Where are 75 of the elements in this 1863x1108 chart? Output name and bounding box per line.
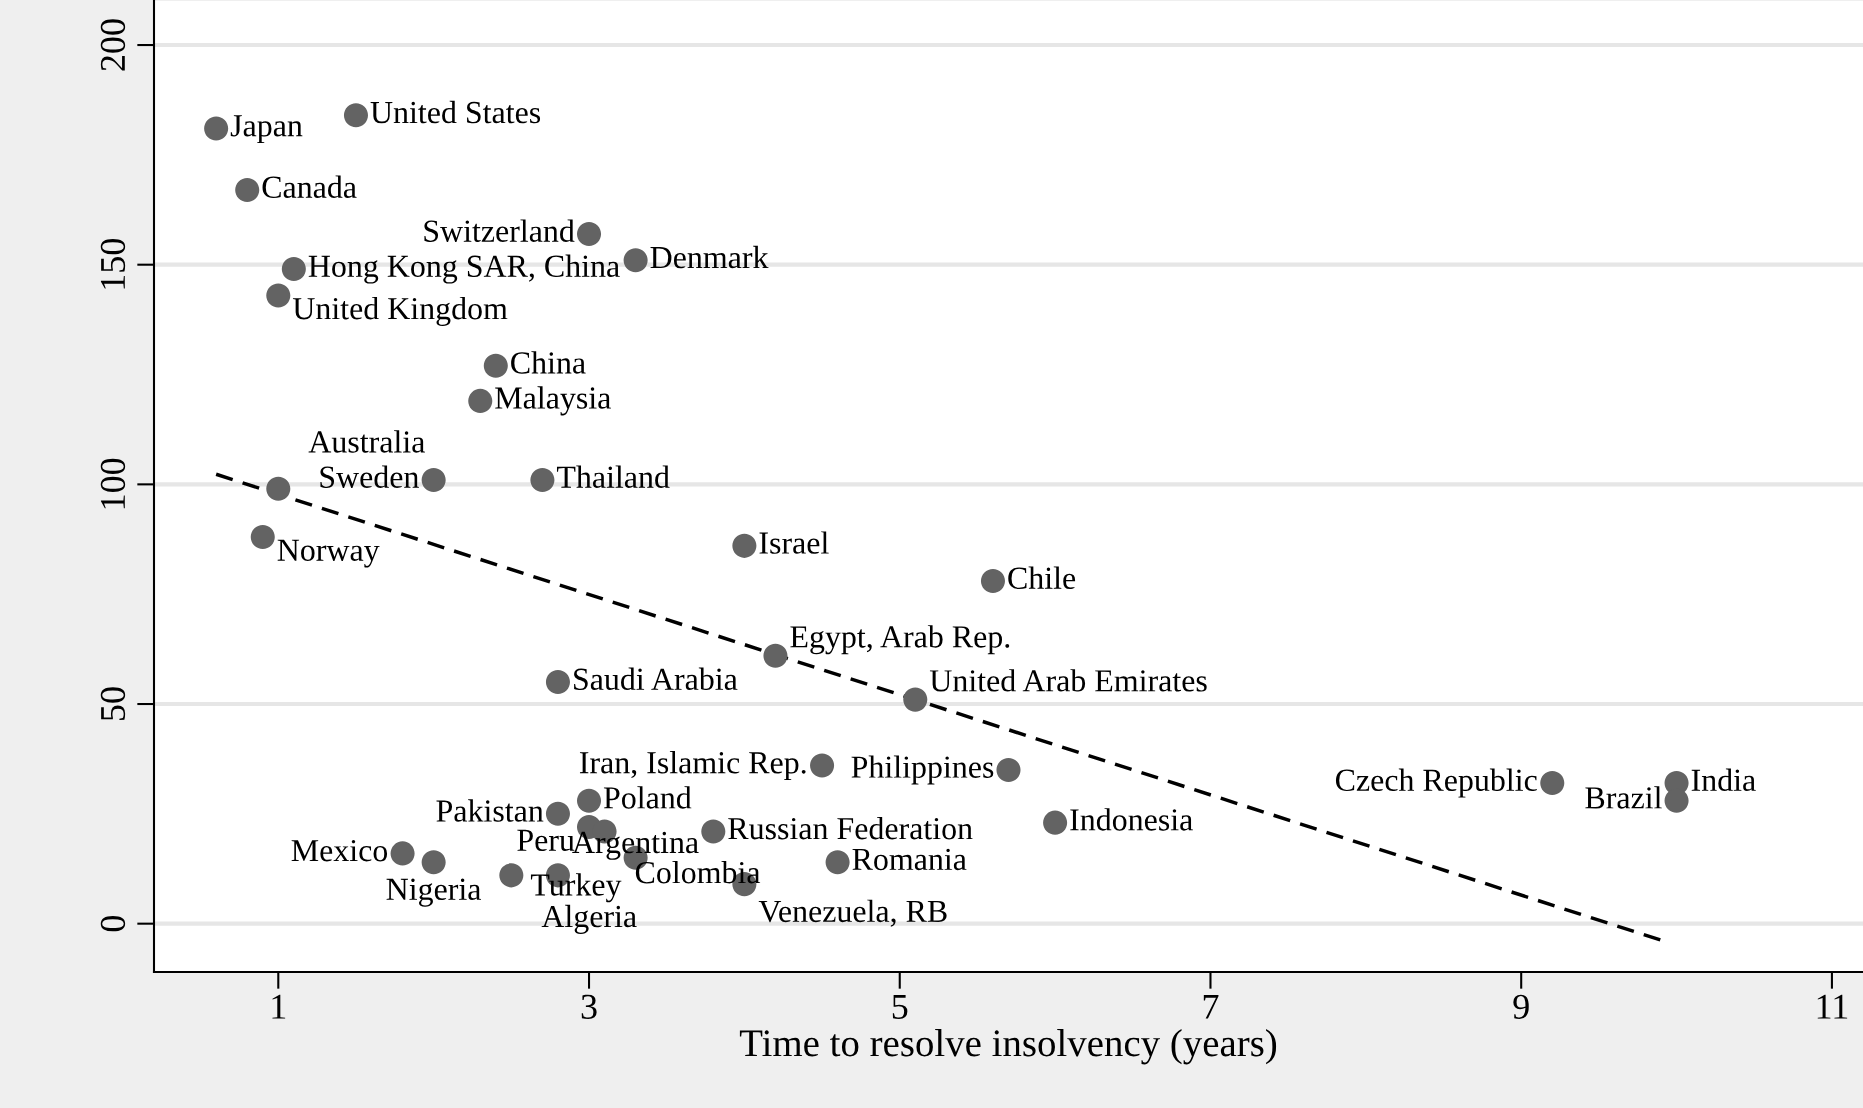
annotation: Denmark [650,245,769,269]
point [576,221,602,246]
x-tick-label: 7 [1203,994,1219,1019]
annotation: Algeria [541,904,637,934]
annotation: Australia [308,430,425,453]
point [266,476,291,501]
annotation: Chile [1008,566,1076,589]
point [281,257,306,282]
point [980,568,1005,594]
x-axis-title: Time to resolve insolvency (years) [739,1029,1277,1065]
point [545,801,570,826]
point [468,388,493,413]
y-tick-label: 200 [100,19,126,71]
x-tick-label: 1 [272,994,286,1019]
annotation: United Arab Emirates [929,669,1207,692]
point [810,753,835,778]
annotation: Indonesia [1070,808,1193,831]
point [701,819,726,844]
y-tick-label: 0 [100,916,126,932]
annotation: Malaysia [495,386,611,416]
annotation: India [1691,768,1756,792]
point [545,670,570,695]
annotation: Iran, Islamic Rep. [579,751,806,781]
annotation: Switzerland [424,219,575,242]
x-tick-label: 5 [892,994,908,1019]
point [235,177,260,203]
point [204,116,229,141]
annotation: Norway [277,539,380,568]
annotation: Nigeria [386,878,481,907]
annotation: Canada [262,175,357,199]
point [390,841,415,866]
point [903,687,928,712]
x-tick-label: 9 [1513,994,1529,1019]
point [1043,810,1068,835]
annotation: Russian Federation [728,816,973,840]
annotation: Israel [759,531,829,554]
annotation: Turkey [530,873,622,903]
annotation: Colombia [635,860,761,884]
annotation: Egypt, Arab Rep. [790,625,1010,655]
annotation: Japan [230,115,303,143]
point [732,533,757,558]
annotation: Romania [852,848,967,871]
annotation: Pakistan [436,799,544,822]
point [825,850,850,875]
x-tick-label: 3 [581,994,597,1019]
annotation: Mexico [291,839,388,862]
annotation: Brazil [1585,786,1662,809]
annotation: Philippines [851,755,994,785]
annotation: China [511,351,586,374]
point [421,467,446,492]
point [763,643,788,668]
annotation: Thailand [556,465,670,488]
point [1540,771,1565,796]
annotation: Czech Republic [1335,768,1537,798]
point [996,757,1021,782]
point [421,850,446,875]
point [623,248,648,273]
point [499,863,524,888]
point [530,467,555,492]
annotation: Poland [603,786,692,809]
annotation: Hong Kong SAR, China [308,254,620,284]
y-tick-label: 50 [100,687,126,720]
x-tick-label: 11 [1817,994,1848,1019]
annotation: Saudi Arabia [574,667,738,691]
point [250,525,275,550]
point [483,353,508,378]
point [343,103,368,128]
y-tick-label: 150 [100,238,126,289]
point [576,788,602,813]
y-tick-label: 100 [100,458,126,509]
annotation: Venezuela, RB [758,899,947,927]
annotation: United States [370,100,541,124]
point [266,283,291,308]
annotation: Sweden [320,465,419,488]
annotation: United Kingdom [292,296,508,326]
